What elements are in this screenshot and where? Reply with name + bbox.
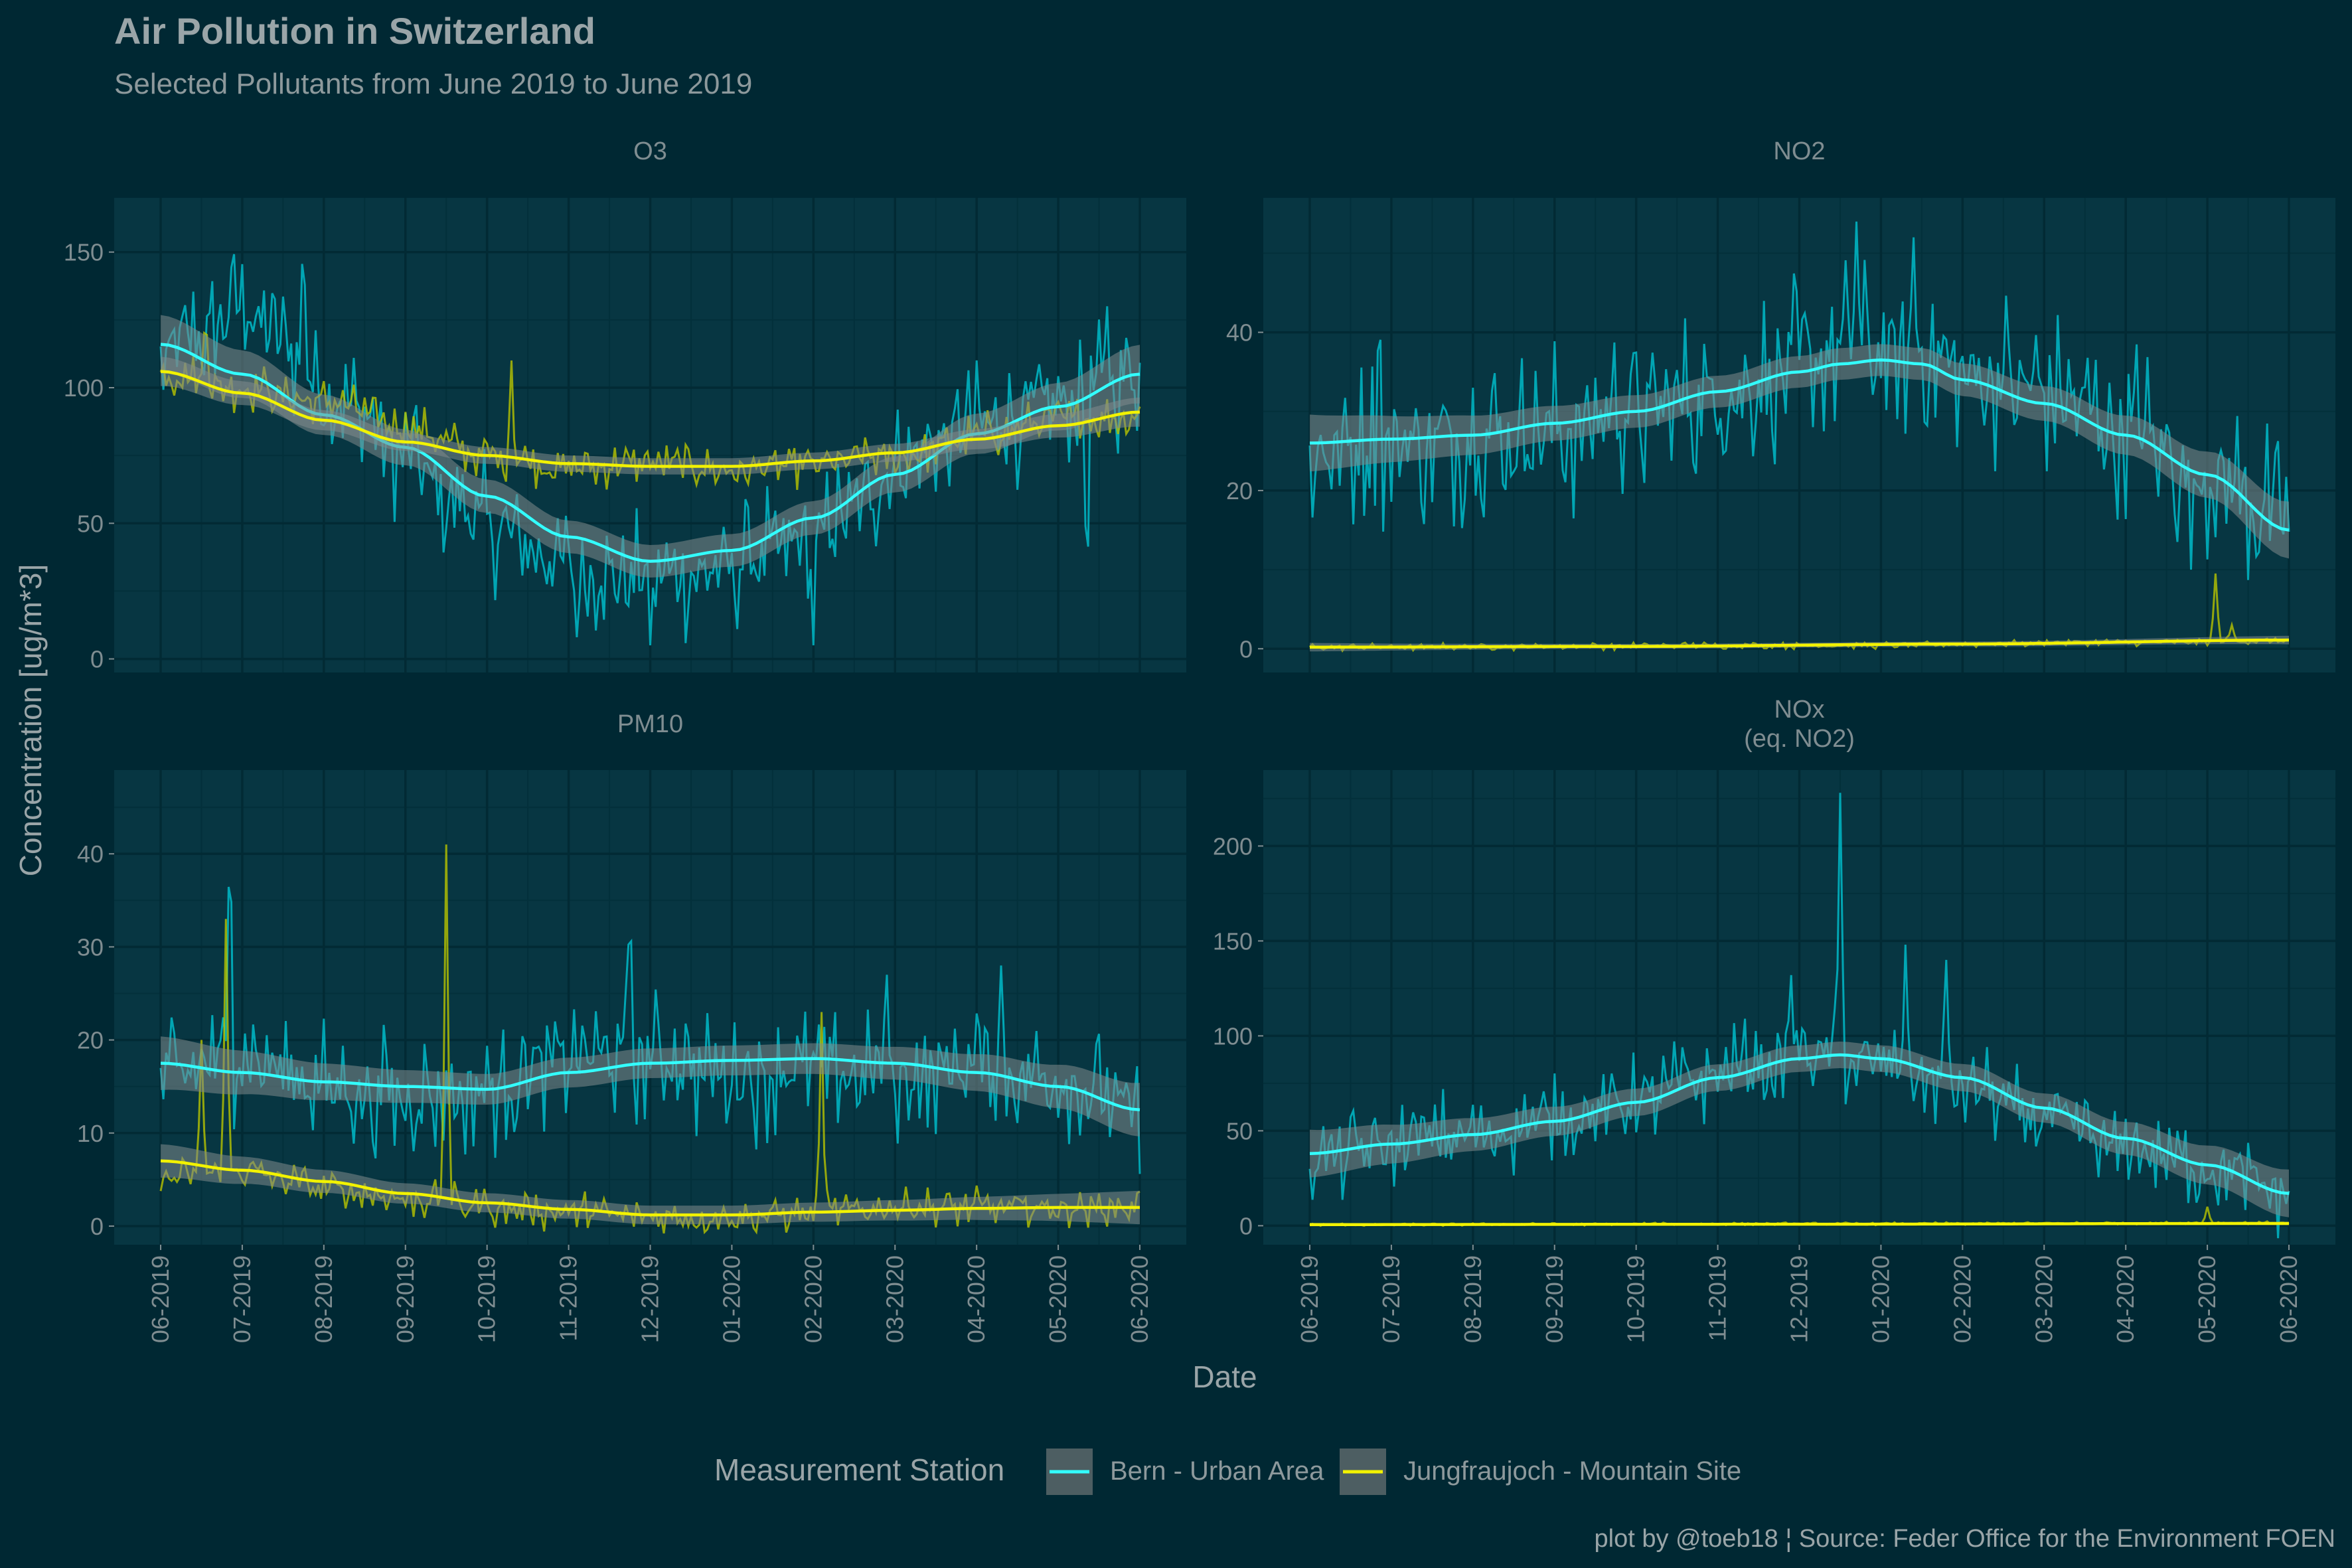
panel-1: 0 20 40 NO2 xyxy=(1226,137,2335,672)
x-tick-label: 06-2020 xyxy=(1126,1255,1153,1343)
x-tick-label: 09-2019 xyxy=(392,1255,419,1343)
x-tick-label: 10-2019 xyxy=(1622,1255,1650,1343)
legend-title: Measurement Station xyxy=(714,1452,1004,1487)
x-tick-label: 01-2020 xyxy=(1867,1255,1894,1343)
x-tick-label: 08-2019 xyxy=(310,1255,337,1343)
smooth-ribbon-bern xyxy=(161,1036,1140,1137)
y-tick-label: 20 xyxy=(77,1027,104,1054)
chart-subtitle: Selected Pollutants from June 2019 to Ju… xyxy=(114,68,752,100)
chart-title: Air Pollution in Switzerland xyxy=(114,10,595,52)
smooth-line-jungfrau xyxy=(1310,638,2290,649)
x-tick-label: 03-2020 xyxy=(2030,1255,2057,1343)
smooth-line-jungfrau xyxy=(160,1159,1140,1217)
y-tick-label: 50 xyxy=(1226,1117,1253,1144)
facet-label: NOx xyxy=(1774,696,1825,724)
legend: Measurement Station Bern - Urban Area Ju… xyxy=(714,1449,1741,1495)
y-tick-label: 0 xyxy=(90,646,104,673)
x-tick-label: 02-2020 xyxy=(1948,1255,1976,1343)
x-tick-label: 05-2020 xyxy=(2193,1255,2221,1343)
panel-3: 0 50 100 150 200 NOx(eq. NO2) 06-2019 07-2019 08… xyxy=(1213,696,2335,1343)
x-tick-label: 04-2020 xyxy=(2112,1255,2139,1343)
y-tick-label: 30 xyxy=(77,933,104,961)
y-tick-label: 0 xyxy=(90,1213,104,1240)
facet-label: O3 xyxy=(633,137,667,165)
y-tick-label: 0 xyxy=(1239,635,1253,663)
x-tick-label: 07-2019 xyxy=(228,1255,256,1343)
x-tick-label: 08-2019 xyxy=(1459,1255,1486,1343)
x-tick-label: 06-2019 xyxy=(147,1255,174,1343)
y-tick-label: 20 xyxy=(1226,477,1253,505)
smooth-line-bern xyxy=(160,1057,1140,1111)
smooth-line-jungfrau xyxy=(1310,1221,2289,1226)
x-tick-label: 12-2019 xyxy=(1786,1255,1813,1343)
x-tick-label: 11-2019 xyxy=(1704,1255,1731,1341)
x-tick-label: 03-2020 xyxy=(881,1255,908,1343)
smooth-ribbon-jungfrau xyxy=(161,356,1140,475)
y-tick-label: 100 xyxy=(64,374,104,402)
x-tick-label: 05-2020 xyxy=(1044,1255,1071,1343)
x-tick-label: 06-2020 xyxy=(2275,1255,2302,1343)
smooth-line-bern xyxy=(1309,358,2290,532)
panel-2: 0 10 20 30 40 PM10 06-2019 07-2019 08-2019 09-201… xyxy=(77,710,1186,1343)
smooth-ribbon-jungfrau xyxy=(161,1144,1140,1225)
x-tick-label: 06-2019 xyxy=(1296,1255,1323,1343)
y-tick-label: 200 xyxy=(1213,832,1253,860)
facet-label: PM10 xyxy=(617,710,683,738)
legend-label-jungfrau: Jungfraujoch - Mountain Site xyxy=(1403,1456,1741,1486)
smooth-line-bern xyxy=(1309,1053,2290,1196)
x-axis-title: Date xyxy=(1192,1360,1257,1394)
y-tick-label: 0 xyxy=(1239,1212,1253,1239)
chart-caption: plot by @toeb18 ¦ Source: Feder Office f… xyxy=(1595,1525,2336,1553)
x-tick-label: 10-2019 xyxy=(473,1255,501,1343)
y-tick-label: 150 xyxy=(64,239,104,266)
x-tick-label: 04-2020 xyxy=(963,1255,990,1343)
x-tick-label: 09-2019 xyxy=(1541,1255,1568,1343)
y-tick-label: 150 xyxy=(1213,927,1253,955)
y-tick-label: 40 xyxy=(1226,319,1253,347)
y-tick-label: 100 xyxy=(1213,1022,1253,1050)
x-tick-label: 07-2019 xyxy=(1377,1255,1405,1343)
facet-label: NO2 xyxy=(1773,137,1825,165)
y-tick-label: 10 xyxy=(77,1120,104,1147)
x-tick-label: 02-2020 xyxy=(799,1255,826,1343)
y-tick-label: 50 xyxy=(77,510,104,537)
panel-0: 0 50 100 150 O3 xyxy=(64,137,1186,673)
y-tick-label: 40 xyxy=(77,840,104,868)
x-tick-label: 12-2019 xyxy=(637,1255,664,1343)
x-tick-label: 11-2019 xyxy=(555,1255,582,1341)
smooth-line-jungfrau xyxy=(160,370,1140,468)
y-axis-title: Concentration [ug/m*3] xyxy=(13,564,48,877)
x-tick-label: 01-2020 xyxy=(718,1255,745,1343)
facet-label: (eq. NO2) xyxy=(1744,725,1855,753)
smooth-ribbon-bern xyxy=(1310,344,2289,559)
legend-label-bern: Bern - Urban Area xyxy=(1110,1456,1324,1486)
